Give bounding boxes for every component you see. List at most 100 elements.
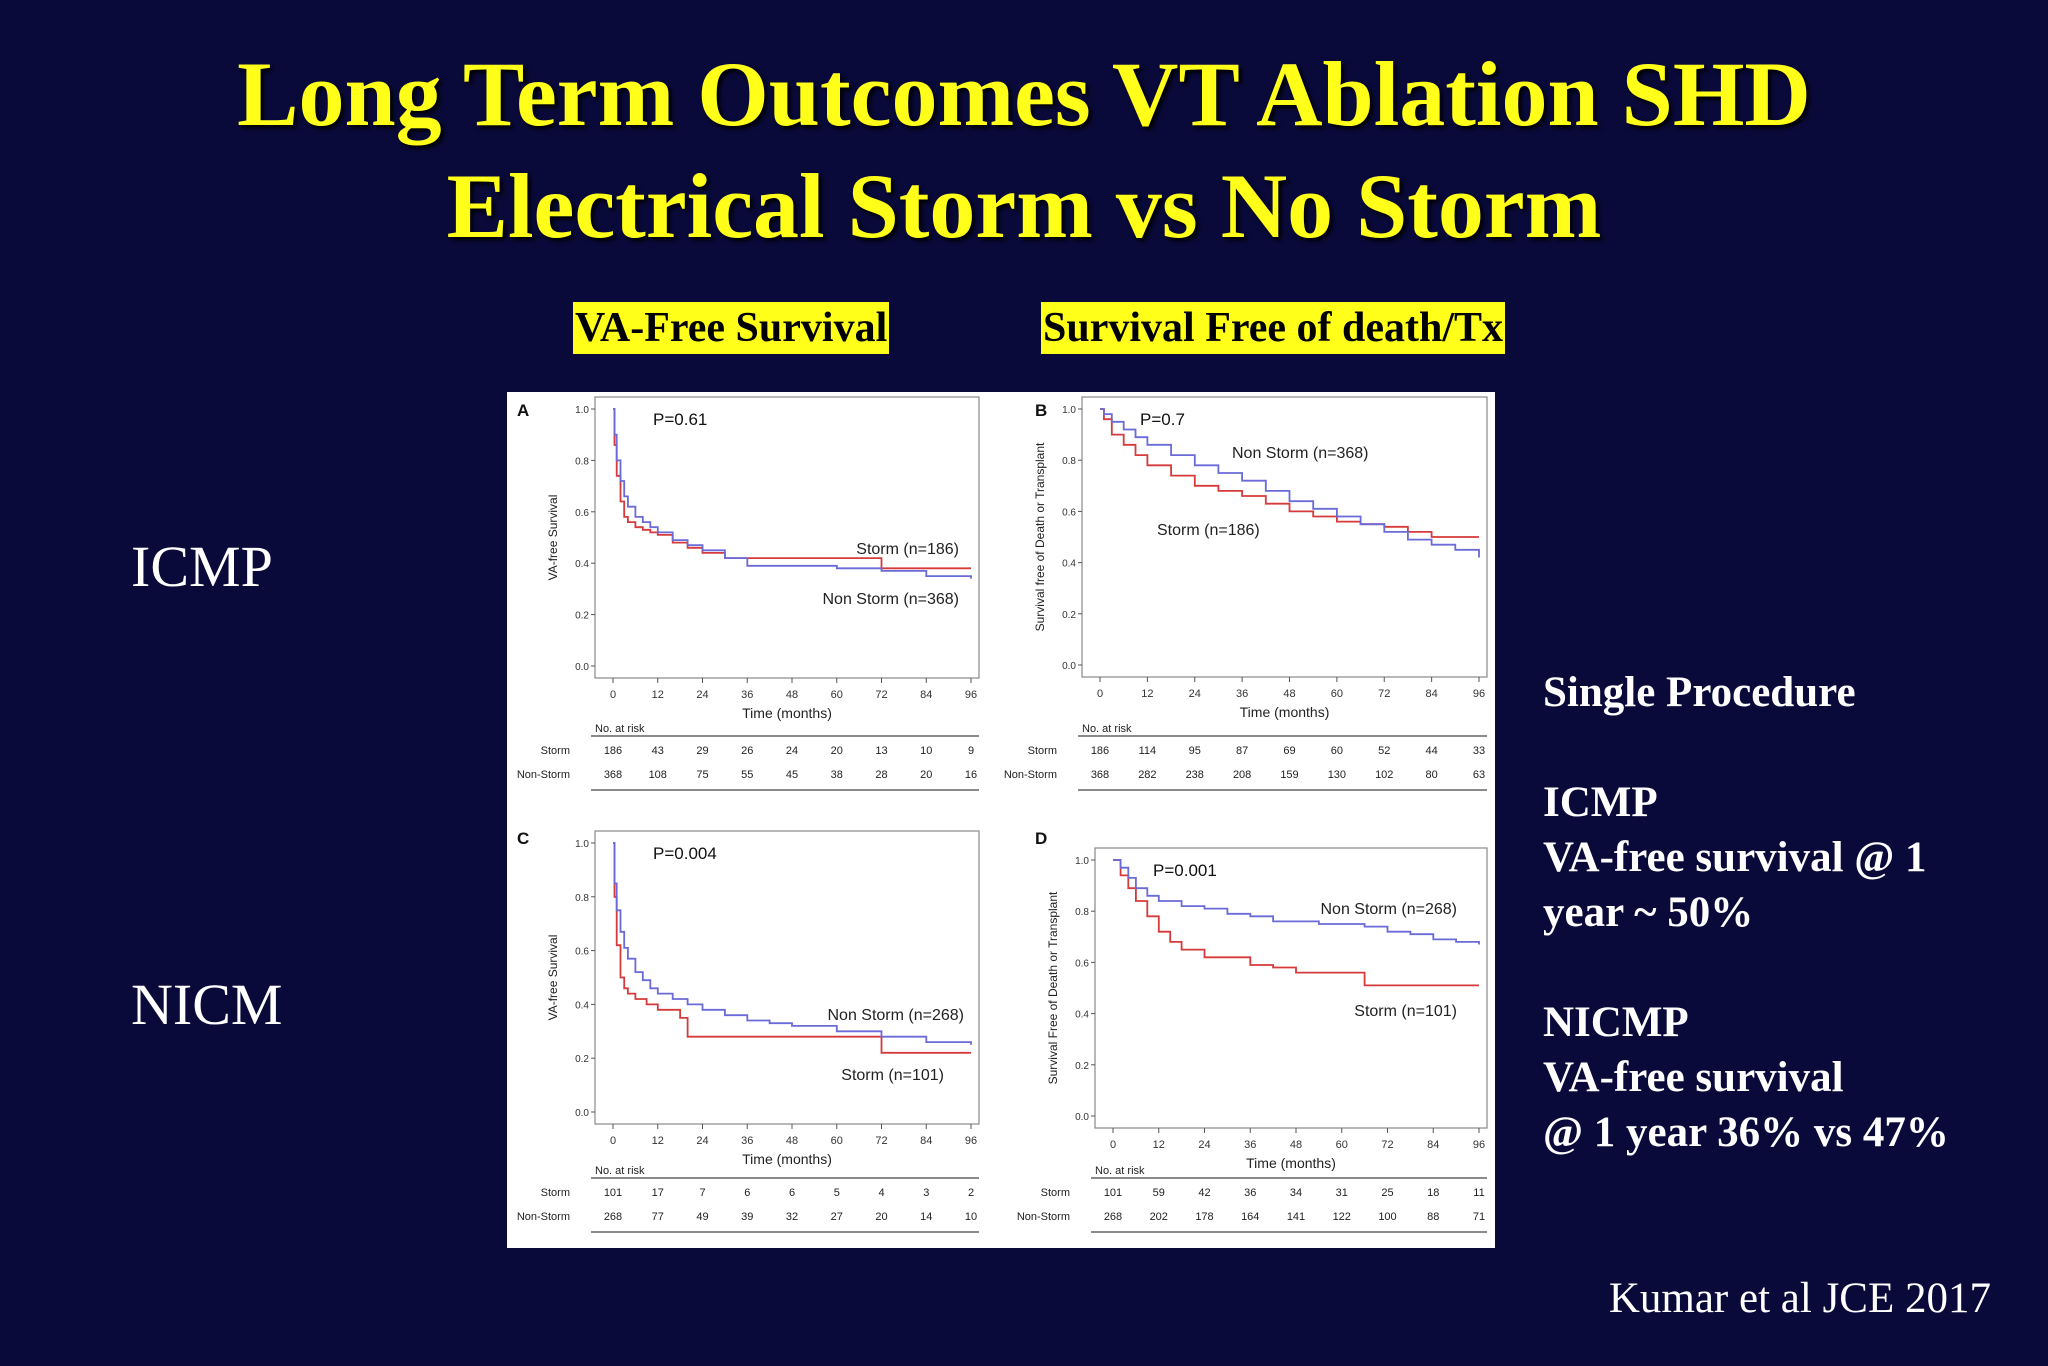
risk-count: 238 <box>1186 769 1204 781</box>
risk-count: 202 <box>1150 1211 1168 1223</box>
risk-count: 3 <box>923 1187 929 1199</box>
risk-count: 52 <box>1378 745 1390 757</box>
kaplan-meier-svg: A P=0.610.00.20.40.60.81.00 12 24 36 48 60 72 84… <box>517 396 1488 1233</box>
x-axis-label: Time (months) <box>742 705 832 721</box>
risk-count: 101 <box>604 1187 622 1199</box>
risk-row-label: Storm <box>1041 1187 1070 1199</box>
risk-table-header: No. at risk <box>595 723 645 735</box>
y-axis-label: VA-free Survival <box>546 935 560 1021</box>
x-tick-label: 96 <box>965 1135 977 1147</box>
risk-count: 208 <box>1233 769 1251 781</box>
note-line: ICMP <box>1543 779 1658 826</box>
x-tick-label: 36 <box>741 1135 753 1147</box>
risk-table-header: No. at risk <box>1095 1165 1145 1177</box>
x-tick-label: 24 <box>1189 688 1201 700</box>
risk-count: 4 <box>878 1187 884 1199</box>
y-tick-label: 1.0 <box>1075 856 1089 867</box>
note-line <box>1543 940 1949 995</box>
y-tick-label: 1.0 <box>575 839 589 850</box>
non-storm-curve <box>1100 408 1480 558</box>
column-header-survival: Survival Free of death/Tx <box>1041 302 1506 354</box>
risk-row-label: Storm <box>541 1187 570 1199</box>
y-tick-label: 0.2 <box>575 1054 589 1065</box>
risk-count: 159 <box>1280 769 1298 781</box>
risk-count: 95 <box>1189 745 1201 757</box>
y-tick-label: 0.8 <box>1075 907 1089 918</box>
x-tick-label: 72 <box>875 1135 887 1147</box>
x-tick-label: 96 <box>965 689 977 701</box>
risk-row-label: Storm <box>1028 745 1057 757</box>
risk-count: 164 <box>1241 1211 1259 1223</box>
risk-count: 268 <box>604 1211 622 1223</box>
storm-series-label: Storm (n=186) <box>1157 522 1260 539</box>
x-tick-label: 48 <box>1290 1139 1302 1151</box>
risk-count: 24 <box>786 745 798 757</box>
note-line: VA-free survival <box>1543 1054 1844 1101</box>
y-tick-label: 0.8 <box>575 893 589 904</box>
panel-letter: B <box>1035 401 1047 420</box>
x-tick-label: 84 <box>920 689 932 701</box>
risk-count: 6 <box>789 1187 795 1199</box>
y-tick-label: 0.8 <box>575 456 589 467</box>
risk-count: 16 <box>965 769 977 781</box>
risk-row-label: Non-Storm <box>1004 769 1057 781</box>
risk-count: 282 <box>1138 769 1156 781</box>
y-tick-label: 0.2 <box>1075 1061 1089 1072</box>
note-line: NICMP <box>1543 999 1689 1046</box>
non-storm-series-label: Non Storm (n=368) <box>1232 445 1369 462</box>
note-line: year ~ 50% <box>1543 889 1754 936</box>
x-axis-label: Time (months) <box>742 1151 832 1167</box>
y-tick-label: 0.6 <box>575 508 589 519</box>
plot-frame <box>594 396 980 679</box>
risk-count: 71 <box>1473 1211 1485 1223</box>
risk-count: 42 <box>1198 1187 1210 1199</box>
risk-count: 368 <box>604 769 622 781</box>
risk-count: 33 <box>1473 745 1485 757</box>
risk-count: 63 <box>1473 769 1485 781</box>
y-tick-label: 0.0 <box>575 1108 589 1119</box>
y-tick-label: 0.4 <box>1062 559 1076 570</box>
risk-count: 186 <box>604 745 622 757</box>
risk-count: 20 <box>920 769 932 781</box>
x-tick-label: 84 <box>1427 1139 1439 1151</box>
storm-curve <box>613 842 971 1054</box>
risk-count: 5 <box>834 1187 840 1199</box>
x-tick-label: 96 <box>1473 1139 1485 1151</box>
risk-count: 101 <box>1104 1187 1122 1199</box>
citation: Kumar et al JCE 2017 <box>1608 1275 1991 1322</box>
non-storm-series-label: Non Storm (n=368) <box>822 591 959 608</box>
risk-count: 32 <box>786 1211 798 1223</box>
risk-count: 18 <box>1427 1187 1439 1199</box>
p-value-label: P=0.61 <box>653 410 707 429</box>
risk-count: 55 <box>741 769 753 781</box>
risk-count: 100 <box>1378 1211 1396 1223</box>
x-tick-label: 12 <box>652 689 664 701</box>
risk-count: 114 <box>1139 745 1157 757</box>
x-tick-label: 84 <box>1426 688 1438 700</box>
y-tick-label: 0.8 <box>1062 456 1076 467</box>
risk-table-header: No. at risk <box>595 1165 645 1177</box>
risk-count: 11 <box>1473 1187 1484 1199</box>
x-tick-label: 0 <box>1110 1139 1116 1151</box>
non-storm-curve <box>1113 859 1480 945</box>
slide-title-line-2: Electrical Storm vs No Storm <box>446 155 1602 257</box>
y-tick-label: 0.4 <box>575 559 589 570</box>
non-storm-curve <box>613 842 972 1045</box>
panel-letter: C <box>517 829 529 848</box>
risk-count: 10 <box>920 745 932 757</box>
risk-count: 29 <box>696 745 708 757</box>
x-tick-label: 36 <box>1236 688 1248 700</box>
y-tick-label: 0.4 <box>575 1000 589 1011</box>
x-axis-label: Time (months) <box>1246 1155 1336 1171</box>
x-tick-label: 36 <box>741 689 753 701</box>
risk-count: 43 <box>652 745 664 757</box>
row-label-icmp: ICMP <box>131 534 273 599</box>
risk-count: 108 <box>649 769 667 781</box>
risk-count: 34 <box>1290 1187 1302 1199</box>
risk-count: 31 <box>1336 1187 1348 1199</box>
risk-row-label: Storm <box>541 745 570 757</box>
x-tick-label: 0 <box>1097 688 1103 700</box>
risk-count: 60 <box>1331 745 1343 757</box>
x-tick-label: 72 <box>1378 688 1390 700</box>
risk-count: 88 <box>1427 1211 1439 1223</box>
